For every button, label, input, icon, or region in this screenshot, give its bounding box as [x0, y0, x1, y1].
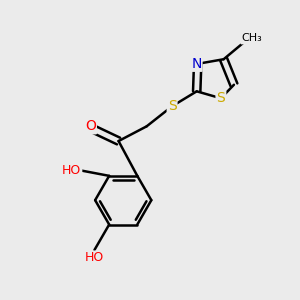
Text: N: N	[191, 57, 202, 71]
Text: HO: HO	[85, 251, 104, 265]
Text: O: O	[85, 119, 96, 133]
Text: HO: HO	[62, 164, 81, 177]
Text: S: S	[168, 99, 176, 113]
Text: S: S	[217, 91, 225, 105]
Text: CH₃: CH₃	[242, 34, 262, 44]
